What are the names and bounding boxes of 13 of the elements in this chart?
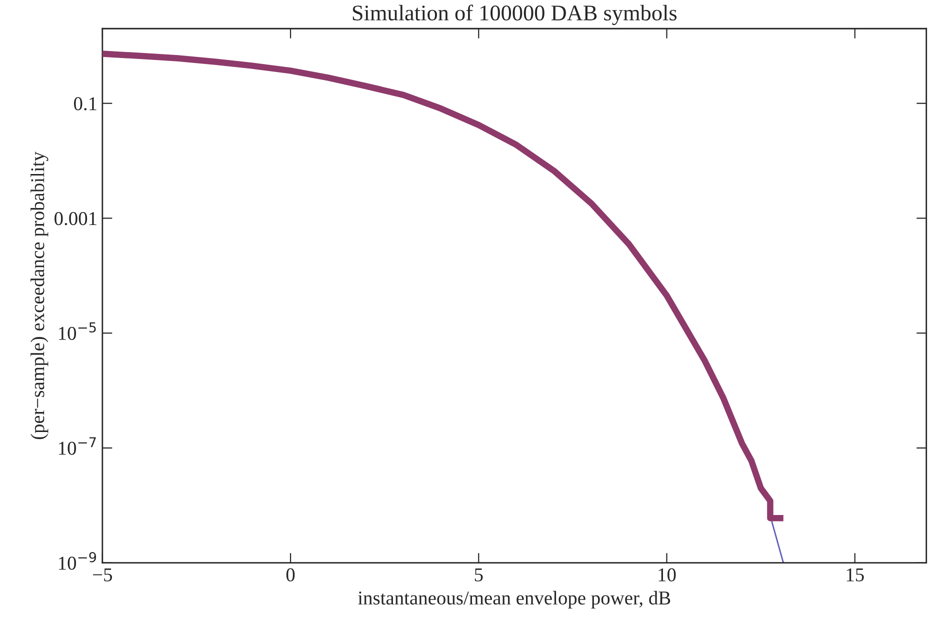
y-axis-title: (per−sample) exceedance probability [30, 152, 48, 440]
y-tick-label: 0.001 [54, 212, 96, 226]
x-axis-title: instantaneous/mean envelope power, dB [358, 590, 670, 609]
y-tick-label: 10$^{−9}$ [59, 552, 96, 570]
x-tick-label: 0 [286, 568, 295, 582]
y-tick-label: 0.1 [74, 97, 96, 110]
y-tick-label: 10$^{−7}$ [59, 437, 96, 455]
x-tick-label: 5 [474, 568, 483, 582]
chart-title: Simulation of 100000 DAB symbols [352, 4, 677, 26]
x-tick-label: −5 [93, 568, 112, 582]
x-tick-label: 10 [658, 568, 676, 582]
x-tick-label: 15 [846, 568, 864, 582]
y-tick-label: 10$^{−5}$ [59, 322, 96, 340]
